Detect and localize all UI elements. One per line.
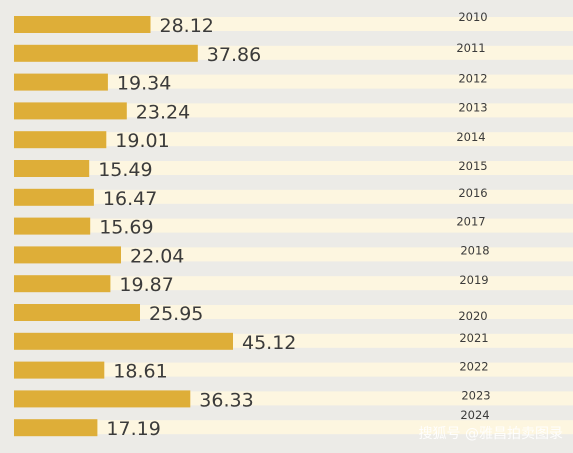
year-label-2021: 2021 [459, 331, 488, 345]
bar-2019 [14, 275, 111, 293]
bar-2022 [14, 361, 105, 379]
bar-2024 [14, 419, 98, 437]
bar-2012 [14, 73, 108, 91]
value-label-2021: 45.12 [242, 332, 296, 354]
value-label-2012: 19.34 [117, 73, 171, 95]
row-band [14, 276, 573, 291]
row-band [14, 218, 573, 233]
year-label-2017: 2017 [456, 215, 485, 229]
year-label-2016: 2016 [458, 186, 487, 200]
bar-2023 [14, 390, 191, 408]
year-label-2018: 2018 [460, 243, 489, 257]
value-label-2010: 28.12 [160, 15, 214, 37]
value-label-2015: 15.49 [98, 159, 152, 181]
bar-2015 [14, 160, 90, 177]
value-label-2016: 16.47 [103, 188, 157, 210]
year-label-2015: 2015 [458, 159, 487, 173]
bar-2011 [14, 44, 198, 62]
year-label-2010: 2010 [458, 10, 487, 24]
bar-2014 [14, 131, 107, 149]
row-band [14, 103, 573, 118]
row-band [14, 132, 573, 147]
year-label-2024: 2024 [460, 408, 489, 422]
row-band [14, 17, 573, 31]
value-label-2019: 19.87 [119, 274, 173, 296]
year-label-2014: 2014 [456, 130, 485, 144]
year-label-2012: 2012 [458, 72, 487, 86]
value-label-2023: 36.33 [199, 389, 253, 411]
bar-2016 [14, 188, 94, 206]
year-label-2023: 2023 [461, 388, 490, 402]
bar-2013 [14, 102, 127, 120]
bar-2018 [14, 246, 121, 264]
row-band [14, 305, 573, 319]
row-band [14, 362, 573, 377]
row-band [14, 247, 573, 262]
value-label-2018: 22.04 [130, 245, 184, 267]
year-label-2011: 2011 [456, 41, 485, 55]
year-label-2019: 2019 [459, 273, 488, 287]
year-label-2013: 2013 [458, 100, 487, 114]
row-band [14, 189, 573, 204]
value-label-2014: 19.01 [115, 130, 169, 152]
value-label-2017: 15.69 [99, 217, 153, 239]
row-band [14, 161, 573, 175]
bar-2017 [14, 217, 91, 235]
value-label-2011: 37.86 [207, 44, 261, 66]
row-band [14, 74, 573, 89]
year-label-2020: 2020 [458, 309, 487, 323]
bar-2020 [14, 304, 140, 321]
bar-2010 [14, 16, 151, 33]
value-label-2024: 17.19 [106, 418, 160, 440]
watermark: 搜狐号 @雅昌拍卖图录 [419, 426, 563, 442]
bar-2021 [14, 332, 233, 350]
row-band [14, 420, 573, 435]
value-label-2013: 23.24 [136, 101, 190, 123]
value-label-2022: 18.61 [113, 361, 167, 383]
value-label-2020: 25.95 [149, 303, 203, 325]
year-label-2022: 2022 [459, 360, 488, 374]
